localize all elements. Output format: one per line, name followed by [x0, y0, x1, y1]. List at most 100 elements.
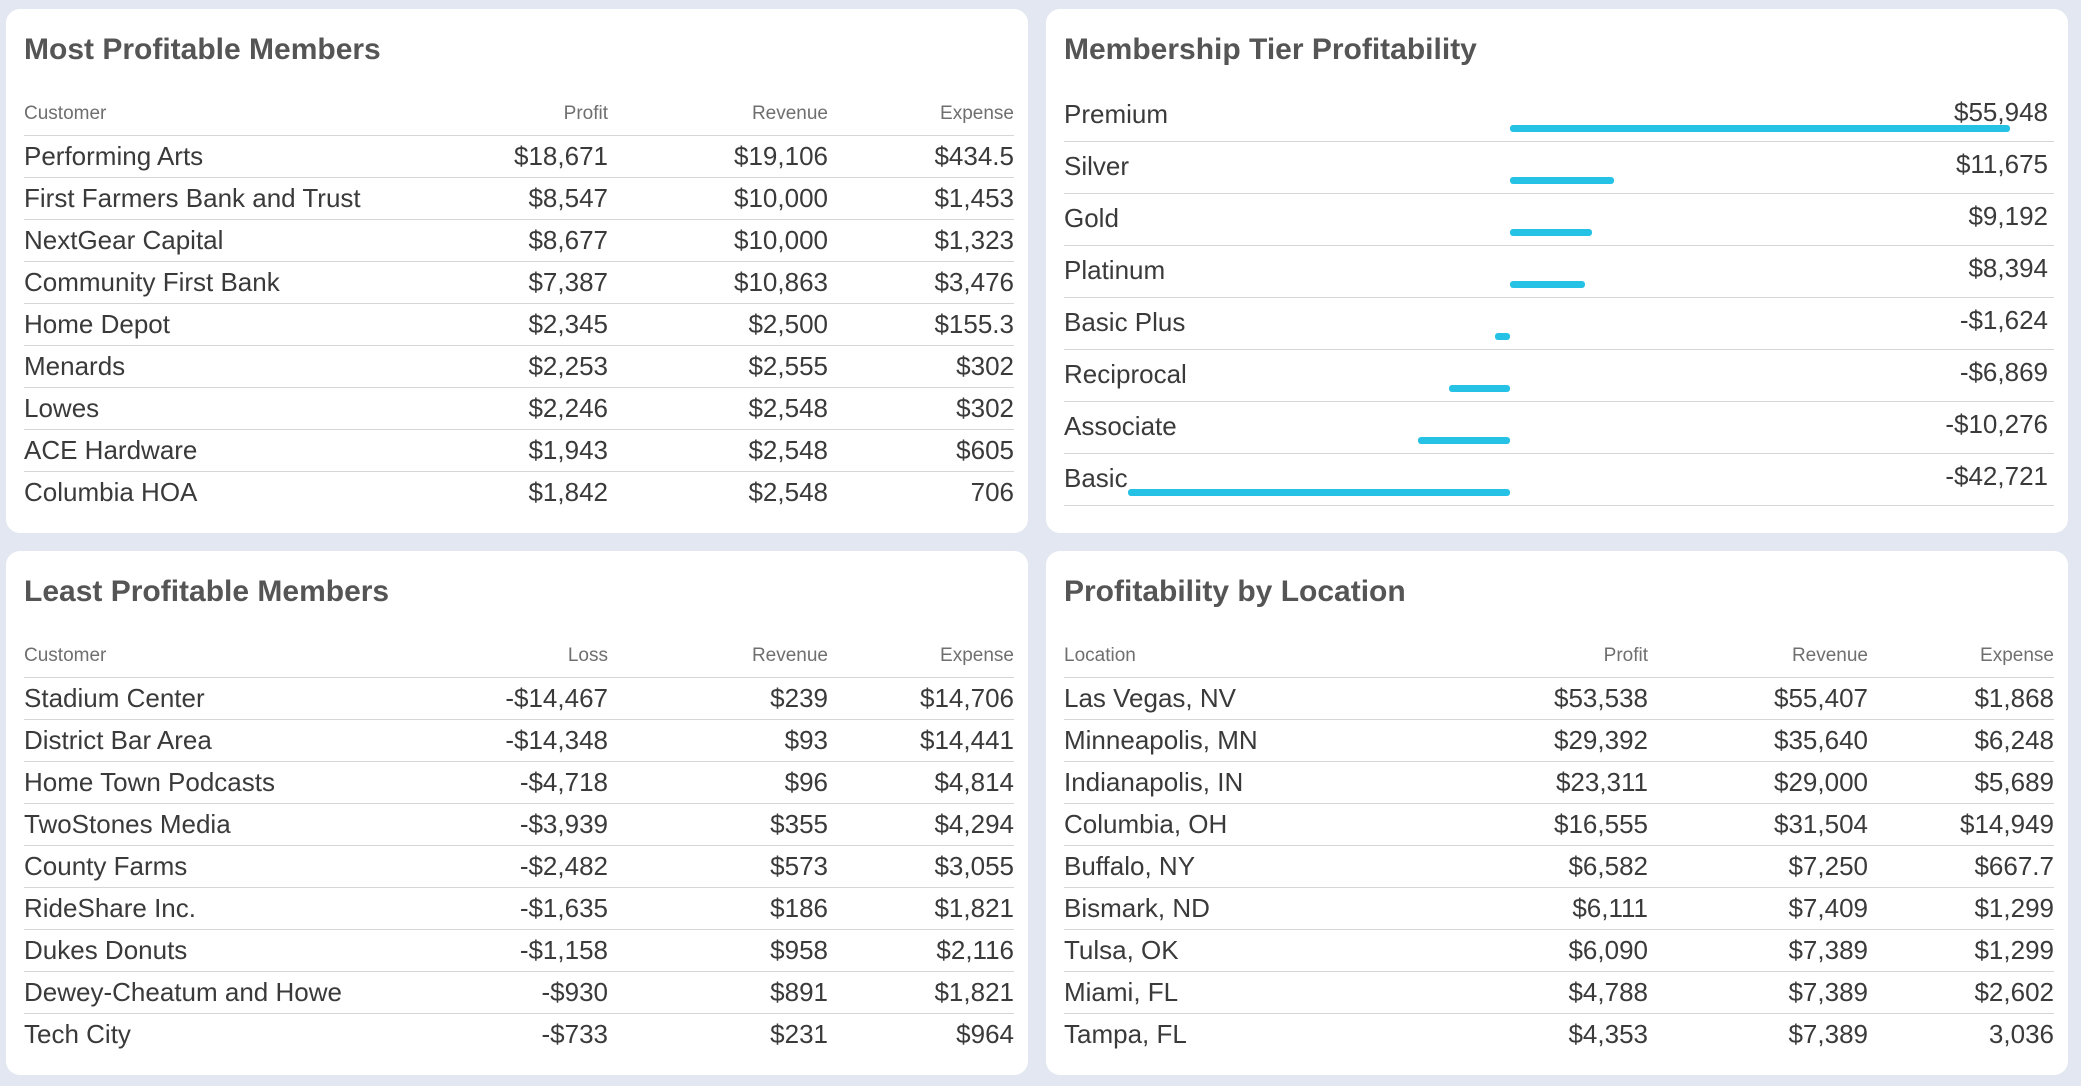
cell-value: $2,116	[828, 929, 1014, 972]
cell-value: $19,106	[608, 135, 828, 178]
cell-value: $1,821	[828, 971, 1014, 1014]
row-label: Minneapolis, MN	[1064, 719, 1512, 762]
tier-bar	[1128, 489, 1510, 496]
table-row: TwoStones Media -$3,939 $355 $4,294	[24, 803, 1014, 846]
table-row: Columbia, OH $16,555 $31,504 $14,949	[1064, 803, 2054, 846]
cell-value: $93	[608, 719, 828, 762]
cell-value: $6,248	[1868, 719, 2054, 762]
table-row: Lowes $2,246 $2,548 $302	[24, 387, 1014, 430]
row-label: Lowes	[24, 387, 472, 430]
row-label: Buffalo, NY	[1064, 845, 1512, 888]
cell-value: $2,555	[608, 345, 828, 388]
cell-value: $53,538	[1512, 677, 1648, 720]
cell-value: $4,814	[828, 761, 1014, 804]
tier-bar	[1448, 385, 1510, 392]
tier-name: Associate	[1064, 411, 1177, 441]
cell-value: $4,788	[1512, 971, 1648, 1014]
tier-name: Gold	[1064, 203, 1119, 233]
cell-value: $29,392	[1512, 719, 1648, 762]
row-label: Las Vegas, NV	[1064, 677, 1512, 720]
column-header: Revenue	[1648, 635, 1868, 678]
column-header: Loss	[472, 635, 608, 678]
cell-value: $302	[828, 387, 1014, 430]
tier-profitability-chart: Premium $55,948 Silver $11,675 Gold $9,192 Pla…	[1064, 89, 2054, 509]
cell-value: $958	[608, 929, 828, 972]
tier-row: Gold $9,192	[1064, 193, 2054, 246]
cell-value: $355	[608, 803, 828, 846]
row-label: Tech City	[24, 1019, 131, 1049]
cell-value: 706	[970, 477, 1014, 507]
cell-value: $2,246	[472, 387, 608, 430]
column-header: Expense	[1868, 635, 2054, 678]
tier-value: -$1,624	[1959, 305, 2048, 335]
cell-value: $23,311	[1512, 761, 1648, 804]
cell-value: $7,250	[1648, 845, 1868, 888]
table-row: Columbia HOA $1,842 $2,548 706	[24, 472, 1014, 514]
cell-value: $14,706	[828, 677, 1014, 720]
cell-value: $2,500	[608, 303, 828, 346]
tier-value: $8,394	[1968, 253, 2048, 283]
row-label: County Farms	[24, 845, 472, 888]
cell-value: 3,036	[1988, 1019, 2054, 1049]
row-label: Bismark, ND	[1064, 887, 1512, 930]
table-row: First Farmers Bank and Trust $8,547 $10,00…	[24, 177, 1014, 220]
cell-value: $14,949	[1868, 803, 2054, 846]
cell-value: -$14,348	[472, 719, 608, 762]
table-row: Tulsa, OK $6,090 $7,389 $1,299	[1064, 929, 2054, 972]
card-title: Most Profitable Members	[24, 33, 381, 66]
table-row: Indianapolis, IN $23,311 $29,000 $5,689	[1064, 761, 2054, 804]
cell-value: $10,863	[608, 261, 828, 304]
cell-value: $302	[828, 345, 1014, 388]
row-label: Home Town Podcasts	[24, 761, 472, 804]
tier-value: -$6,869	[1959, 357, 2048, 387]
row-label: TwoStones Media	[24, 803, 472, 846]
cell-value: $31,504	[1648, 803, 1868, 846]
cell-value: -$733	[541, 1019, 609, 1049]
cell-value: $2,602	[1868, 971, 2054, 1014]
cell-value: $7,387	[472, 261, 608, 304]
cell-value: -$1,635	[472, 887, 608, 930]
row-label: Performing Arts	[24, 135, 472, 178]
column-header: Profit	[472, 93, 608, 136]
card-title: Membership Tier Profitability	[1064, 33, 1477, 66]
table-row: County Farms -$2,482 $573 $3,055	[24, 845, 1014, 888]
cell-value: $2,548	[748, 477, 828, 507]
cell-value: $2,548	[608, 387, 828, 430]
cell-value: $6,582	[1512, 845, 1648, 888]
column-header: Expense	[828, 93, 1014, 136]
most-profitable-table: Customer Profit Revenue Expense Performing …	[24, 93, 1014, 513]
tier-name: Basic Plus	[1064, 307, 1186, 337]
table-row: Buffalo, NY $6,582 $7,250 $667.7	[1064, 845, 2054, 888]
row-label: Stadium Center	[24, 677, 472, 720]
cell-value: $8,677	[472, 219, 608, 262]
row-label: Menards	[24, 345, 472, 388]
table-row: Bismark, ND $6,111 $7,409 $1,299	[1064, 887, 2054, 930]
cell-value: $573	[608, 845, 828, 888]
table-row: District Bar Area -$14,348 $93 $14,441	[24, 719, 1014, 762]
cell-value: $1,453	[828, 177, 1014, 220]
table-row: NextGear Capital $8,677 $10,000 $1,323	[24, 219, 1014, 262]
cell-value: $186	[608, 887, 828, 930]
cell-value: $35,640	[1648, 719, 1868, 762]
cell-value: $239	[608, 677, 828, 720]
column-header: Expense	[828, 635, 1014, 678]
least-profitable-card: Least Profitable Members Customer Loss Rev…	[6, 551, 1028, 1075]
most-profitable-card: Most Profitable Members Customer Profit Re…	[6, 9, 1028, 533]
cell-value: $7,389	[1648, 929, 1868, 972]
cell-value: $1,299	[1868, 929, 2054, 972]
cell-value: $7,389	[1648, 971, 1868, 1014]
cell-value: $1,299	[1868, 887, 2054, 930]
location-profitability-card: Profitability by Location Location Profit…	[1046, 551, 2068, 1075]
tier-name: Basic	[1064, 463, 1128, 493]
tier-row: Basic -$42,721	[1064, 453, 2054, 506]
row-label: Dukes Donuts	[24, 929, 472, 972]
table-row: ACE Hardware $1,943 $2,548 $605	[24, 429, 1014, 472]
table-row: Tampa, FL $4,353 $7,389 3,036	[1064, 1014, 2054, 1056]
cell-value: $3,055	[828, 845, 1014, 888]
table-row: Performing Arts $18,671 $19,106 $434.5	[24, 135, 1014, 178]
tier-name: Silver	[1064, 151, 1130, 181]
cell-value: $10,000	[608, 177, 828, 220]
table-row: Tech City -$733 $231 $964	[24, 1014, 1014, 1056]
tier-value: $9,192	[1968, 201, 2048, 231]
cell-value: $10,000	[608, 219, 828, 262]
